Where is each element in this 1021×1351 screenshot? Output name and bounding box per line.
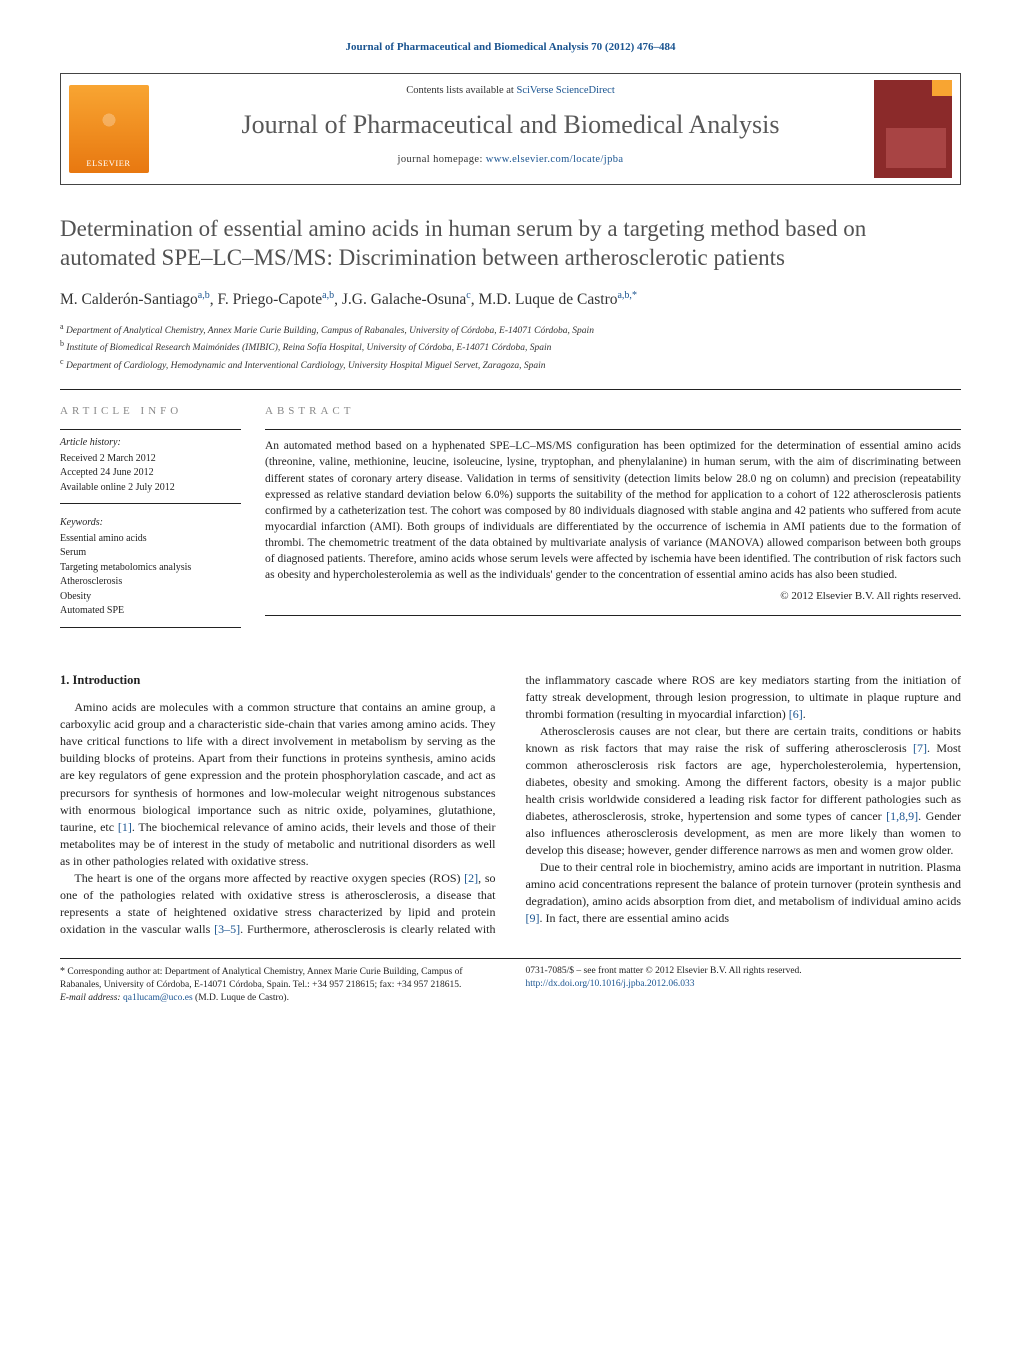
keyword-6: Automated SPE xyxy=(60,604,241,619)
body-two-column: 1. Introduction Amino acids are molecule… xyxy=(60,672,961,938)
homepage-line: journal homepage: www.elsevier.com/locat… xyxy=(164,153,857,168)
body-paragraph-4: Due to their central role in biochemistr… xyxy=(526,859,962,927)
abstract-text: An automated method based on a hyphenate… xyxy=(265,429,961,583)
elsevier-logo: ELSEVIER xyxy=(69,85,149,173)
article-title: Determination of essential amino acids i… xyxy=(60,215,961,273)
affiliation-c: c Department of Cardiology, Hemodynamic … xyxy=(60,356,961,373)
journal-cover-thumbnail xyxy=(874,80,952,178)
keyword-3: Targeting metabolomics analysis xyxy=(60,561,241,576)
masthead-center: Contents lists available at SciVerse Sci… xyxy=(156,74,865,184)
homepage-prefix: journal homepage: xyxy=(398,154,486,165)
history-subhead: Article history: xyxy=(60,429,241,451)
author-3-aff: c xyxy=(466,290,470,301)
keyword-2: Serum xyxy=(60,546,241,561)
author-2: F. Priego-Capote xyxy=(217,291,322,308)
section-1-heading: 1. Introduction xyxy=(60,672,496,690)
keyword-5: Obesity xyxy=(60,590,241,605)
doi-link[interactable]: http://dx.doi.org/10.1016/j.jpba.2012.06… xyxy=(526,979,695,989)
email-line: E-mail address: qa1lucam@uco.es (M.D. Lu… xyxy=(60,992,496,1005)
affiliation-a: a Department of Analytical Chemistry, An… xyxy=(60,321,961,338)
footnotes: * Corresponding author at: Department of… xyxy=(60,958,961,1006)
abstract-copyright: © 2012 Elsevier B.V. All rights reserved… xyxy=(265,589,961,615)
body-paragraph-3: Atherosclerosis causes are not clear, bu… xyxy=(526,723,962,859)
author-4-star: * xyxy=(632,290,637,301)
publisher-logo-box: ELSEVIER xyxy=(61,74,156,184)
email-link[interactable]: qa1lucam@uco.es xyxy=(123,993,193,1003)
body-paragraph-1: Amino acids are molecules with a common … xyxy=(60,699,496,869)
aff-b-text: Institute of Biomedical Research Maimóni… xyxy=(64,343,551,353)
journal-name: Journal of Pharmaceutical and Biomedical… xyxy=(164,107,857,143)
journal-masthead: ELSEVIER Contents lists available at Sci… xyxy=(60,73,961,185)
author-4-aff: a,b, xyxy=(617,290,631,301)
issn-line: 0731-7085/$ – see front matter © 2012 El… xyxy=(526,965,962,978)
abstract-heading: abstract xyxy=(265,404,961,419)
homepage-link[interactable]: www.elsevier.com/locate/jpba xyxy=(486,154,624,165)
corr-text: Corresponding author at: Department of A… xyxy=(60,967,463,990)
email-label: E-mail address: xyxy=(60,993,123,1003)
author-3: J.G. Galache-Osuna xyxy=(342,291,466,308)
email-paren: (M.D. Luque de Castro). xyxy=(193,993,289,1003)
history-received: Received 2 March 2012 xyxy=(60,452,241,467)
publication-info: 0731-7085/$ – see front matter © 2012 El… xyxy=(526,965,962,992)
contents-prefix: Contents lists available at xyxy=(406,85,516,96)
affiliation-b: b Institute of Biomedical Research Maimó… xyxy=(60,338,961,355)
author-1: M. Calderón-Santiago xyxy=(60,291,198,308)
authors-line: M. Calderón-Santiago a,b, F. Priego-Capot… xyxy=(60,289,961,311)
corresponding-author-note: * Corresponding author at: Department of… xyxy=(60,965,496,1006)
author-4: M.D. Luque de Castro xyxy=(478,291,617,308)
history-accepted: Accepted 24 June 2012 xyxy=(60,466,241,481)
author-2-aff: a,b xyxy=(322,290,334,301)
aff-c-text: Department of Cardiology, Hemodynamic an… xyxy=(64,361,546,371)
history-online: Available online 2 July 2012 xyxy=(60,481,241,496)
keywords-subhead: Keywords: xyxy=(60,516,241,531)
keyword-4: Atherosclerosis xyxy=(60,575,241,590)
article-info-heading: article info xyxy=(60,404,241,419)
header-citation: Journal of Pharmaceutical and Biomedical… xyxy=(60,40,961,55)
elsevier-logo-text: ELSEVIER xyxy=(86,158,130,170)
keyword-1: Essential amino acids xyxy=(60,532,241,547)
article-info-col: article info Article history: Received 2… xyxy=(60,390,265,640)
affiliations: a Department of Analytical Chemistry, An… xyxy=(60,321,961,373)
info-abstract-row: article info Article history: Received 2… xyxy=(60,389,961,640)
abstract-col: abstract An automated method based on a … xyxy=(265,390,961,640)
aff-a-text: Department of Analytical Chemistry, Anne… xyxy=(64,326,594,336)
contents-line: Contents lists available at SciVerse Sci… xyxy=(164,84,857,99)
keywords-block: Keywords: Essential amino acids Serum Ta… xyxy=(60,516,241,628)
article-history-block: Article history: Received 2 March 2012 A… xyxy=(60,429,241,504)
sciencedirect-link[interactable]: SciVerse ScienceDirect xyxy=(516,85,614,96)
author-1-aff: a,b xyxy=(198,290,210,301)
cover-thumb-box xyxy=(865,74,960,184)
